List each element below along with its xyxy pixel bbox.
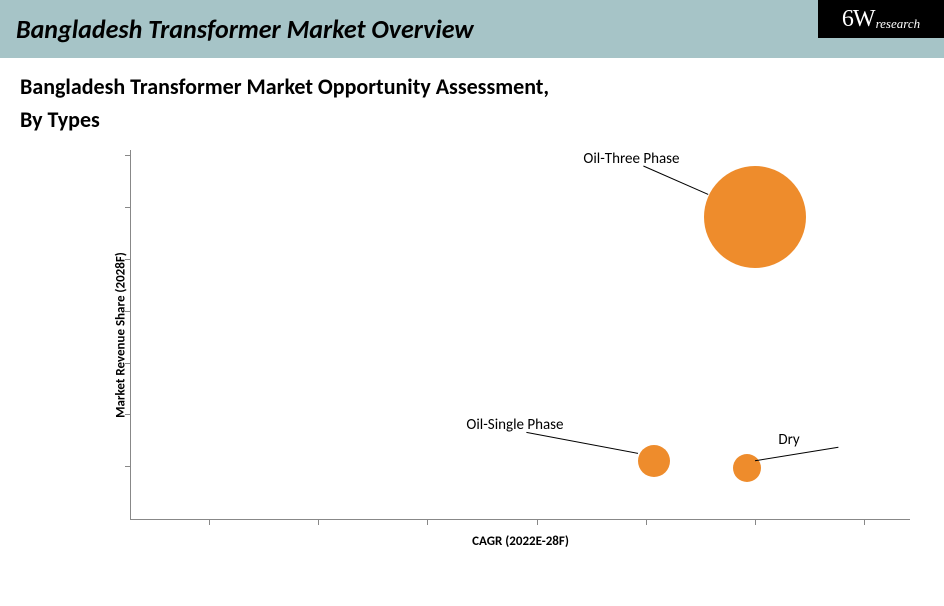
bubble-dry	[733, 454, 761, 482]
x-axis-tick	[755, 519, 756, 525]
page-title: Bangladesh Transformer Market Overview	[16, 13, 474, 45]
y-axis-tick	[125, 207, 131, 208]
y-axis-tick	[125, 311, 131, 312]
y-axis-tick	[125, 259, 131, 260]
brand-logo: 6W research	[818, 0, 944, 38]
x-axis-label: CAGR (2022E-28F)	[472, 534, 569, 549]
y-axis-tick	[125, 155, 131, 156]
header-bar: Bangladesh Transformer Market Overview 6…	[0, 0, 944, 58]
bubble-oil-single-phase	[638, 445, 670, 477]
plot-area: Market Revenue Share (2028F) CAGR (2022E…	[130, 150, 910, 520]
x-axis-tick	[537, 519, 538, 525]
bubble-chart: Market Revenue Share (2028F) CAGR (2022E…	[90, 150, 910, 550]
data-label-dry: Dry	[778, 431, 799, 449]
y-axis-tick	[125, 466, 131, 467]
subtitle-line-2: By Types	[20, 103, 924, 136]
y-axis-tick	[125, 363, 131, 364]
data-label-oil-single-phase: Oil-Single Phase	[466, 416, 563, 434]
x-axis-tick	[318, 519, 319, 525]
subtitle-block: Bangladesh Transformer Market Opportunit…	[0, 58, 944, 136]
subtitle-line-1: Bangladesh Transformer Market Opportunit…	[20, 70, 924, 103]
x-axis-tick	[646, 519, 647, 525]
x-axis-tick	[864, 519, 865, 525]
x-axis-tick	[209, 519, 210, 525]
y-axis-tick	[125, 414, 131, 415]
bubble-oil-three-phase	[704, 166, 806, 268]
logo-small-text: research	[876, 16, 921, 32]
x-axis-tick	[427, 519, 428, 525]
y-axis-label: Market Revenue Share (2028F)	[114, 252, 129, 418]
data-label-oil-three-phase: Oil-Three Phase	[583, 150, 679, 168]
logo-big-text: 6W	[842, 6, 875, 33]
